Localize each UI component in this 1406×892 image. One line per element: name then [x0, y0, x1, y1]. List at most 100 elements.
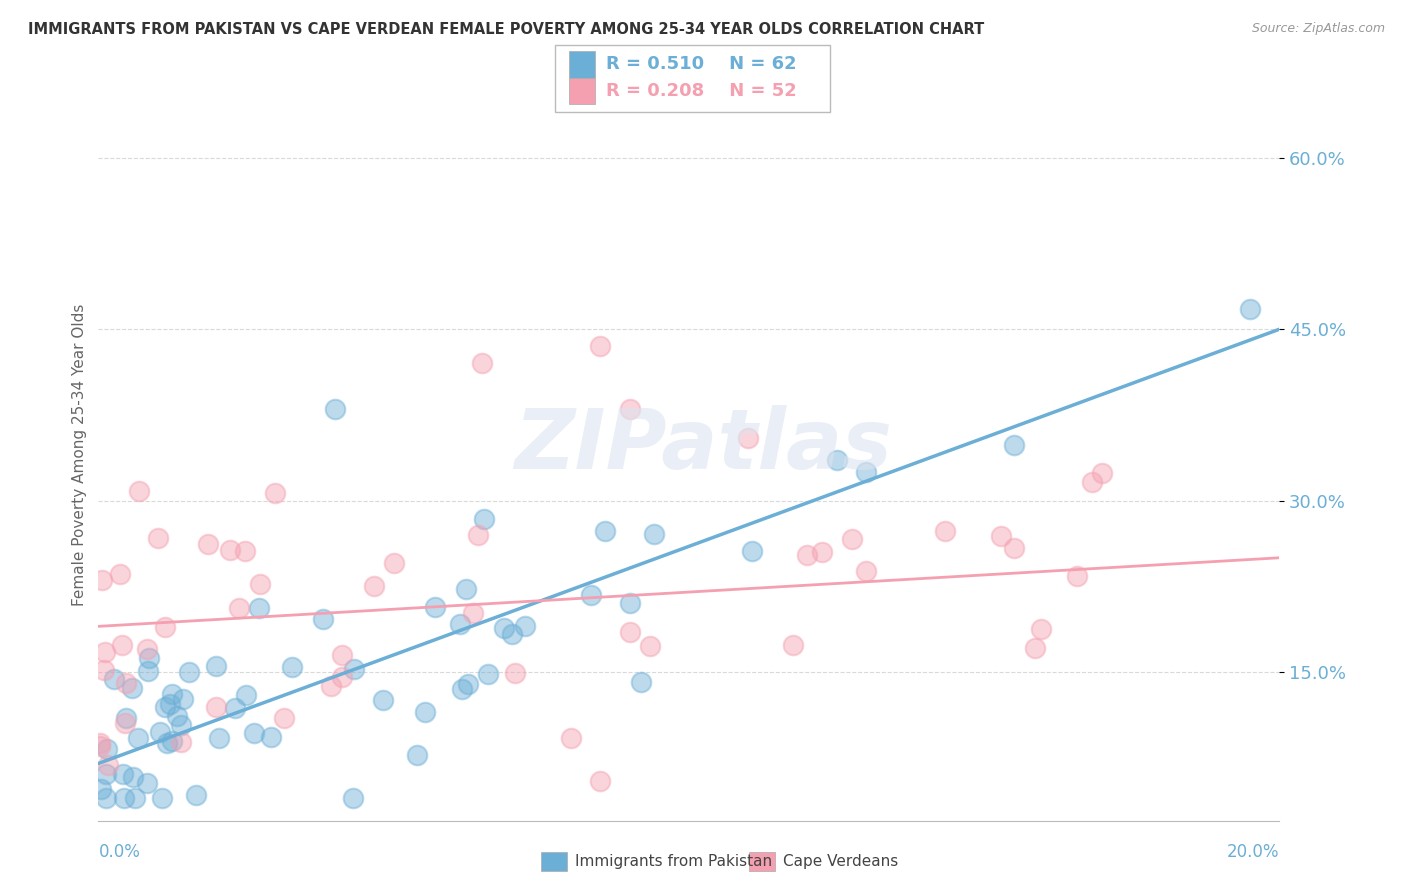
Point	[138, 651, 160, 665]
Point	[741, 544, 763, 558]
Point	[121, 770, 143, 784]
Text: IMMIGRANTS FROM PAKISTAN VS CAPE VERDEAN FEMALE POVERTY AMONG 25-34 YEAR OLDS CO: IMMIGRANTS FROM PAKISTAN VS CAPE VERDEAN…	[28, 22, 984, 37]
Point	[156, 737, 179, 751]
Point	[90, 781, 112, 796]
Point	[1024, 641, 1046, 656]
Point	[243, 726, 266, 740]
Point	[371, 693, 394, 707]
Point	[363, 579, 385, 593]
Point	[149, 724, 172, 739]
Point	[1002, 541, 1025, 555]
Point	[638, 640, 661, 654]
Point	[990, 528, 1012, 542]
Point	[477, 666, 499, 681]
Point	[457, 677, 479, 691]
Point	[382, 556, 405, 570]
Point	[94, 645, 117, 659]
Point	[450, 681, 472, 696]
Point	[208, 731, 231, 746]
Point	[89, 739, 111, 753]
Point	[855, 565, 877, 579]
Point	[934, 524, 956, 539]
Text: Cape Verdeans: Cape Verdeans	[783, 855, 898, 869]
Point	[855, 465, 877, 479]
Point	[128, 484, 150, 499]
Point	[619, 402, 641, 417]
Point	[579, 589, 602, 603]
Point	[343, 662, 366, 676]
Point	[136, 642, 159, 657]
Point	[159, 697, 181, 711]
Point	[96, 742, 118, 756]
Point	[235, 688, 257, 702]
Point	[1091, 467, 1114, 481]
Point	[150, 790, 173, 805]
Point	[449, 616, 471, 631]
Point	[273, 711, 295, 725]
Point	[643, 527, 665, 541]
Text: Source: ZipAtlas.com: Source: ZipAtlas.com	[1251, 22, 1385, 36]
Point	[825, 453, 848, 467]
Point	[205, 700, 228, 714]
Point	[94, 767, 117, 781]
Text: R = 0.510    N = 62: R = 0.510 N = 62	[606, 55, 797, 73]
Point	[505, 665, 527, 680]
Y-axis label: Female Poverty Among 25-34 Year Olds: Female Poverty Among 25-34 Year Olds	[72, 304, 87, 606]
Point	[319, 679, 342, 693]
Point	[184, 788, 207, 802]
Text: 0.0%: 0.0%	[98, 843, 141, 861]
Point	[560, 731, 582, 745]
Point	[115, 711, 138, 725]
Point	[1029, 622, 1052, 636]
Point	[471, 356, 494, 371]
Point	[103, 672, 125, 686]
Point	[197, 536, 219, 550]
Point	[737, 431, 759, 445]
Point	[162, 687, 184, 701]
Point	[467, 528, 489, 542]
Point	[1066, 568, 1088, 582]
Point	[224, 701, 246, 715]
Text: Immigrants from Pakistan: Immigrants from Pakistan	[575, 855, 772, 869]
Point	[454, 582, 477, 596]
Point	[146, 532, 169, 546]
Point	[108, 567, 131, 582]
Point	[89, 736, 111, 750]
Point	[593, 524, 616, 539]
Point	[330, 648, 353, 662]
Text: 20.0%: 20.0%	[1227, 843, 1279, 861]
Point	[228, 601, 250, 615]
Point	[153, 619, 176, 633]
Point	[169, 718, 191, 732]
Point	[619, 596, 641, 610]
Point	[249, 577, 271, 591]
Point	[263, 485, 285, 500]
Point	[312, 612, 335, 626]
Point	[472, 512, 495, 526]
Point	[169, 735, 191, 749]
Point	[233, 543, 256, 558]
Point	[114, 676, 136, 690]
Point	[619, 624, 641, 639]
Point	[630, 674, 652, 689]
Text: ZIPatlas: ZIPatlas	[515, 406, 891, 486]
Point	[589, 339, 612, 353]
Point	[219, 543, 242, 558]
Point	[205, 658, 228, 673]
Point	[501, 627, 523, 641]
Point	[1239, 302, 1261, 317]
Point	[1081, 475, 1104, 490]
Point	[166, 708, 188, 723]
Point	[136, 664, 159, 678]
Point	[111, 638, 134, 652]
Point	[406, 747, 429, 762]
Point	[494, 621, 516, 635]
Point	[330, 670, 353, 684]
Point	[811, 545, 834, 559]
Point	[589, 773, 612, 788]
Point	[160, 734, 183, 748]
Point	[127, 731, 149, 745]
Point	[177, 665, 200, 680]
Point	[93, 663, 115, 677]
Text: R = 0.208    N = 52: R = 0.208 N = 52	[606, 82, 797, 100]
